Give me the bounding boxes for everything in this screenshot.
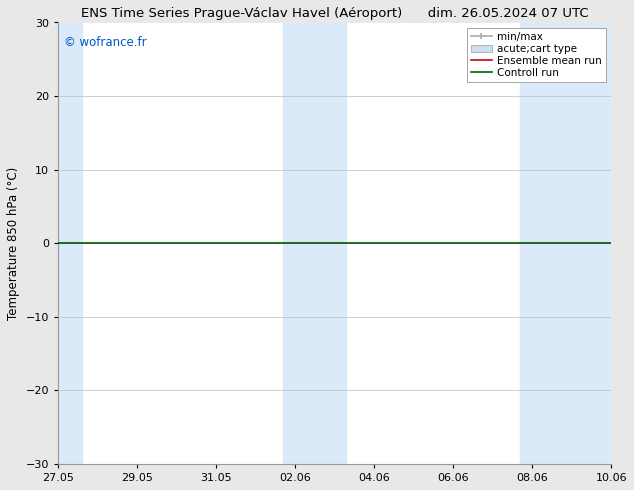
Bar (58, 23, 82, 464)
Bar (283, 23, 347, 464)
Legend: min/max, acute;cart type, Ensemble mean run, Controll run: min/max, acute;cart type, Ensemble mean … (467, 28, 606, 82)
Y-axis label: Temperature 850 hPa (°C): Temperature 850 hPa (°C) (7, 167, 20, 320)
Text: © wofrance.fr: © wofrance.fr (63, 36, 146, 49)
Bar (521, 23, 611, 464)
Title: ENS Time Series Prague-Václav Havel (Aéroport)      dim. 26.05.2024 07 UTC: ENS Time Series Prague-Václav Havel (Aér… (81, 7, 588, 20)
